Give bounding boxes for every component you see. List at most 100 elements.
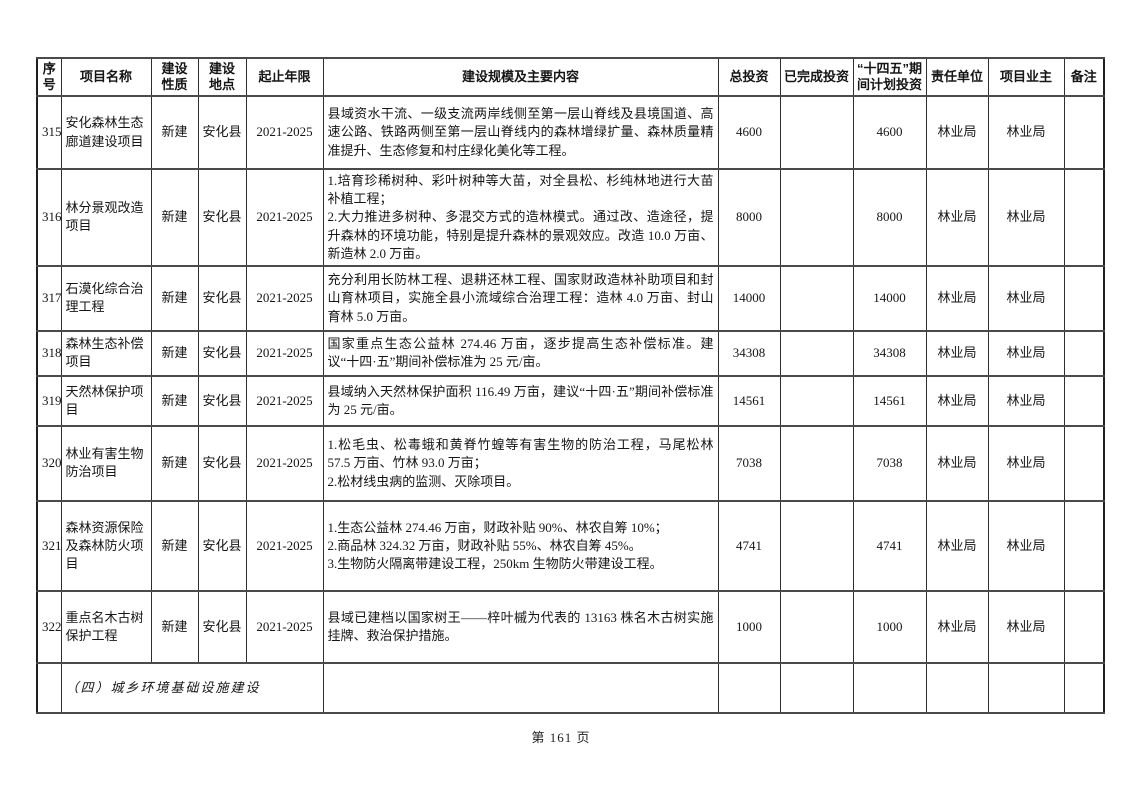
cell-total-investment: 4741 [717,499,781,592]
col-header-nature: 建设 性质 [150,57,199,97]
cell-years: 2021-2025 [245,374,324,427]
cell-location: 安化县 [197,168,247,267]
cell-planned-investment: 34308 [852,329,927,377]
cell-total-investment: 8000 [717,168,781,267]
col-header-location: 建设 地点 [197,57,247,97]
cell-nature: 新建 [150,168,199,267]
cell-location: 安化县 [197,329,247,377]
cell-nature: 新建 [150,374,199,427]
table-row: 316 林分景观改造项目 新建 安化县 2021-2025 1.培育珍稀树种、彩… [36,168,1105,267]
col-header-project-owner: 项目业主 [987,57,1065,97]
cell-seq [36,661,62,714]
cell-completed-investment [779,424,854,502]
section-label: （四）城乡环境基础设施建设 [60,661,324,714]
cell-planned-investment: 14000 [852,264,927,332]
cell-project-name: 石漠化综合治理工程 [60,264,152,332]
col-header-completed-investment: 已完成投资 [779,57,854,97]
cell-planned-investment: 14561 [852,374,927,427]
cell-project-owner: 林业局 [987,264,1065,332]
col-header-planned-investment: “十四五”期 间计划投资 [852,57,927,97]
cell-seq: 319 [36,374,62,427]
cell-seq: 316 [36,168,62,267]
cell-completed-investment [779,95,854,170]
cell-total-investment: 14000 [717,264,781,332]
cell-nature: 新建 [150,589,199,664]
cell-remark [1063,499,1105,592]
cell-content: 1.生态公益林 274.46 万亩，财政补贴 90%、林农自筹 10%； 2.商… [322,499,719,592]
cell-seq: 317 [36,264,62,332]
table-row: 320 林业有害生物防治项目 新建 安化县 2021-2025 1.松毛虫、松毒… [36,424,1105,502]
table-header-row: 序 号 项目名称 建设 性质 建设 地点 起止年限 建设规模及主要内容 总投资 … [36,57,1105,97]
cell-planned-investment: 1000 [852,589,927,664]
cell-total-investment: 7038 [717,424,781,502]
cell-nature: 新建 [150,95,199,170]
col-header-years: 起止年限 [245,57,324,97]
cell-responsible-unit: 林业局 [925,589,989,664]
table-row: 319 天然林保护项目 新建 安化县 2021-2025 县域纳入天然林保护面积… [36,374,1105,427]
cell-responsible-unit: 林业局 [925,374,989,427]
cell-responsible-unit: 林业局 [925,264,989,332]
cell-content: 县域资水干流、一级支流两岸线侧至第一层山脊线及县境国道、高速公路、铁路两侧至第一… [322,95,719,170]
cell-responsible-unit: 林业局 [925,424,989,502]
cell-location: 安化县 [197,264,247,332]
cell-seq: 315 [36,95,62,170]
cell-planned-investment: 4741 [852,499,927,592]
cell-years: 2021-2025 [245,95,324,170]
cell-total-investment: 34308 [717,329,781,377]
cell-project-name: 天然林保护项目 [60,374,152,427]
cell-content: 1.培育珍稀树种、彩叶树种等大苗，对全县松、杉纯林地进行大苗补植工程； 2.大力… [322,168,719,267]
cell-responsible-unit: 林业局 [925,499,989,592]
cell-seq: 322 [36,589,62,664]
cell-location: 安化县 [197,95,247,170]
cell-remark [1063,424,1105,502]
cell-remark [1063,264,1105,332]
col-header-project-name: 项目名称 [60,57,152,97]
col-header-total-investment: 总投资 [717,57,781,97]
page-number: 第 161 页 [531,730,591,745]
cell-project-owner: 林业局 [987,329,1065,377]
cell-remark [1063,661,1105,714]
cell-content: 国家重点生态公益林 274.46 万亩，逐步提高生态补偿标准。建议“十四·五”期… [322,329,719,377]
table-row: 321 森林资源保险及森林防火项目 新建 安化县 2021-2025 1.生态公… [36,499,1105,592]
cell-remark [1063,168,1105,267]
cell-content: 1.松毛虫、松毒蛾和黄脊竹蝗等有害生物的防治工程，马尾松林 57.5 万亩、竹林… [322,424,719,502]
cell-completed-investment [779,329,854,377]
cell-planned-investment: 4600 [852,95,927,170]
table-row: 318 森林生态补偿项目 新建 安化县 2021-2025 国家重点生态公益林 … [36,329,1105,377]
cell-project-owner: 林业局 [987,589,1065,664]
cell-years: 2021-2025 [245,589,324,664]
col-header-responsible-unit: 责任单位 [925,57,989,97]
cell-responsible-unit: 林业局 [925,168,989,267]
cell-years: 2021-2025 [245,499,324,592]
cell-completed-investment [779,168,854,267]
cell-completed-investment [779,374,854,427]
cell-nature: 新建 [150,499,199,592]
col-header-remark: 备注 [1063,57,1105,97]
cell-seq: 318 [36,329,62,377]
cell-project-name: 林业有害生物防治项目 [60,424,152,502]
cell-content: 县域纳入天然林保护面积 116.49 万亩，建议“十四·五”期间补偿标准为 25… [322,374,719,427]
cell-project-owner: 林业局 [987,499,1065,592]
cell-location: 安化县 [197,374,247,427]
cell-completed-investment [779,264,854,332]
cell-years: 2021-2025 [245,329,324,377]
cell-planned-investment: 8000 [852,168,927,267]
cell-remark [1063,589,1105,664]
table-row: 315 安化森林生态廊道建设项目 新建 安化县 2021-2025 县域资水干流… [36,95,1105,170]
cell-project-name: 森林生态补偿项目 [60,329,152,377]
cell-project-owner: 林业局 [987,95,1065,170]
cell-planned-investment [852,661,927,714]
cell-years: 2021-2025 [245,424,324,502]
cell-location: 安化县 [197,589,247,664]
cell-location: 安化县 [197,424,247,502]
project-schedule-table: 序 号 项目名称 建设 性质 建设 地点 起止年限 建设规模及主要内容 总投资 … [36,57,1105,714]
cell-nature: 新建 [150,264,199,332]
col-header-content: 建设规模及主要内容 [322,57,719,97]
cell-project-owner: 林业局 [987,424,1065,502]
cell-project-name: 森林资源保险及森林防火项目 [60,499,152,592]
cell-responsible-unit: 林业局 [925,329,989,377]
cell-project-owner: 林业局 [987,168,1065,267]
cell-responsible-unit [925,661,989,714]
table-row: 322 重点名木古树保护工程 新建 安化县 2021-2025 县域已建档以国家… [36,589,1105,664]
